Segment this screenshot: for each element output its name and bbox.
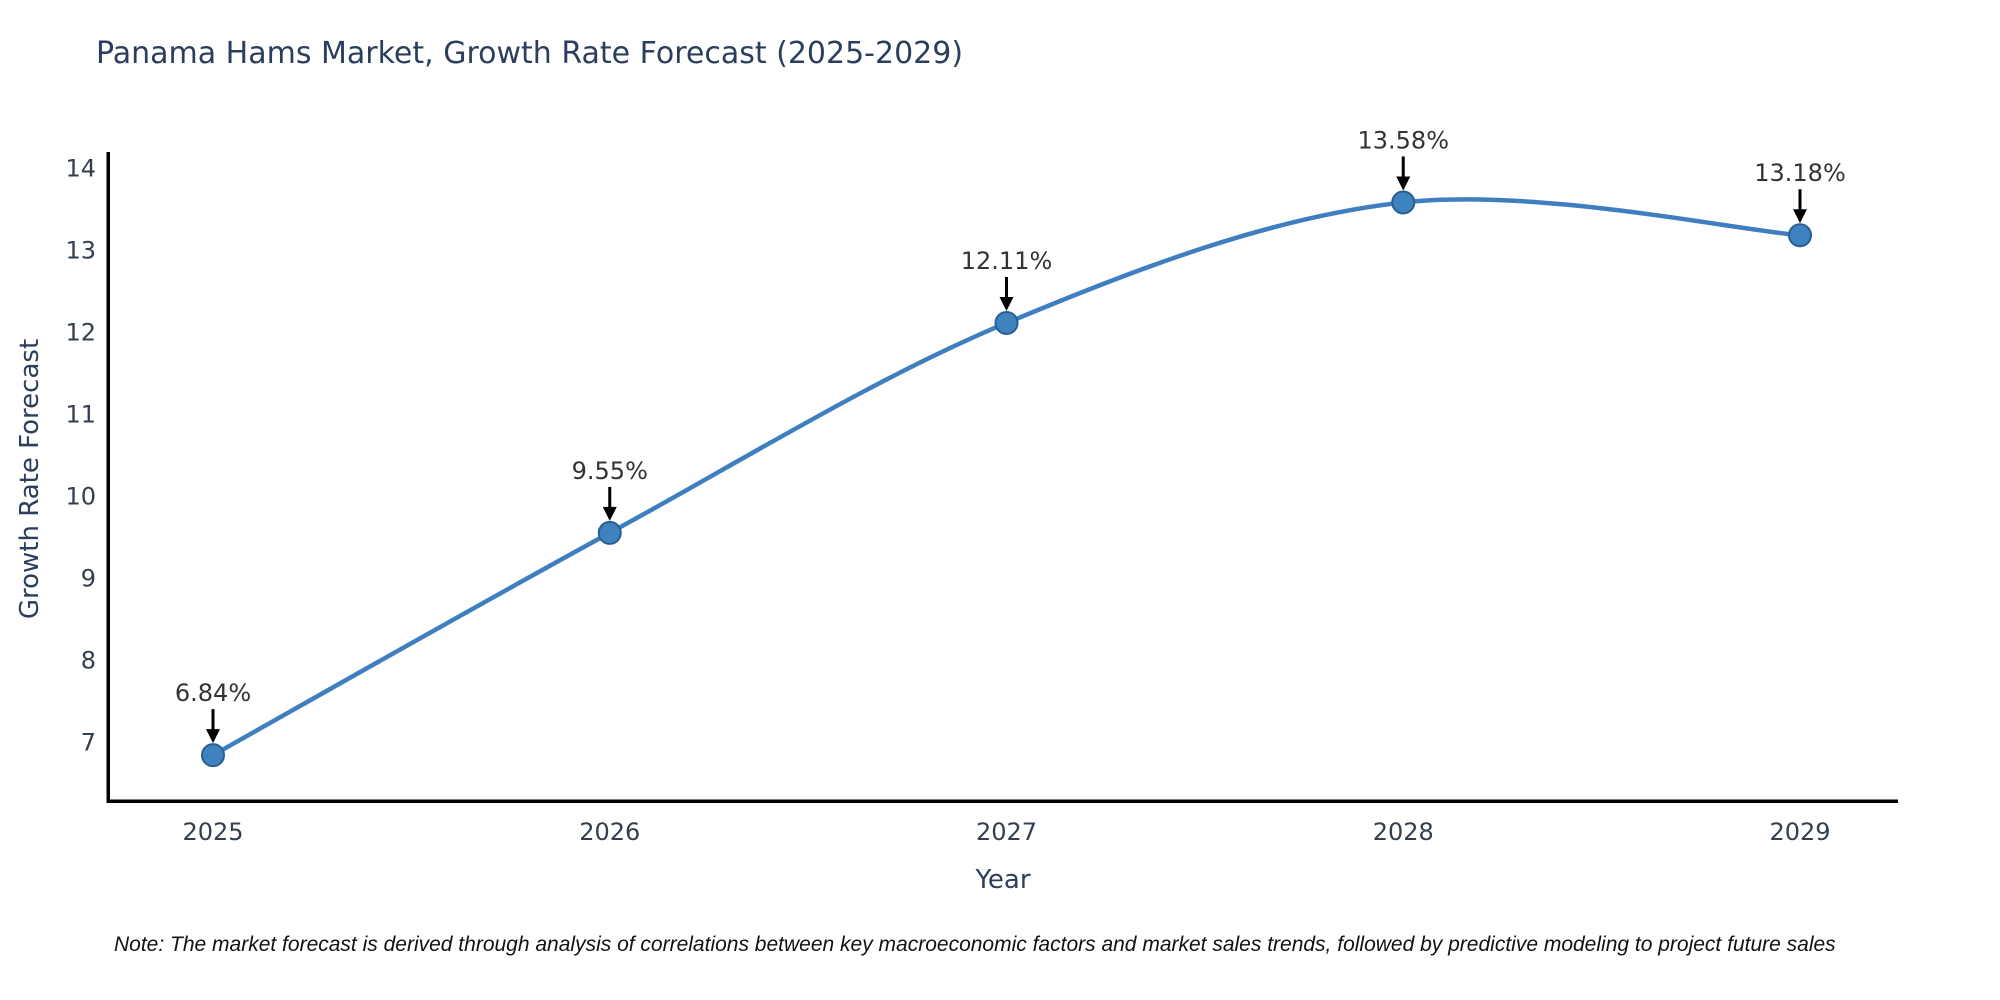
y-axis-title: Growth Rate Forecast xyxy=(15,338,45,620)
chart-note: Note: The market forecast is derived thr… xyxy=(114,933,1836,956)
data-point-marker xyxy=(597,520,622,545)
x-tick-label: 2028 xyxy=(1373,818,1434,846)
annotation-arrow-head xyxy=(1396,176,1411,191)
data-point-marker xyxy=(1788,223,1812,248)
y-tick-label: 12 xyxy=(65,319,96,347)
point-value-label: 9.55% xyxy=(572,457,648,485)
data-point-marker xyxy=(994,310,1019,335)
x-tick-label: 2026 xyxy=(579,818,640,846)
point-value-label: 6.84% xyxy=(175,679,251,707)
y-tick-label: 7 xyxy=(81,729,96,757)
y-tick-label: 14 xyxy=(65,155,96,183)
point-value-label: 13.18% xyxy=(1754,159,1846,187)
x-tick-label: 2027 xyxy=(976,818,1037,846)
data-point-marker xyxy=(201,743,225,768)
y-axis-spine xyxy=(106,152,110,803)
chart-title: Panama Hams Market, Growth Rate Forecast… xyxy=(96,36,964,71)
data-point-marker xyxy=(1391,190,1416,215)
y-tick-label: 11 xyxy=(65,401,96,429)
x-axis-spine xyxy=(106,799,1898,803)
y-tick-label: 10 xyxy=(65,483,96,511)
annotation-arrow-head xyxy=(602,506,617,521)
y-tick-label: 9 xyxy=(81,565,96,593)
y-tick-label: 13 xyxy=(65,237,96,265)
x-tick-label: 2025 xyxy=(182,818,243,846)
point-value-label: 12.11% xyxy=(961,247,1053,275)
point-value-label: 13.58% xyxy=(1357,126,1449,154)
annotation-arrow-head xyxy=(1793,209,1807,224)
x-tick-label: 2029 xyxy=(1769,818,1830,846)
annotation-arrow-head xyxy=(999,296,1014,311)
x-axis-title: Year xyxy=(975,865,1031,895)
annotation-arrow-head xyxy=(206,729,220,744)
y-tick-label: 8 xyxy=(81,647,96,675)
